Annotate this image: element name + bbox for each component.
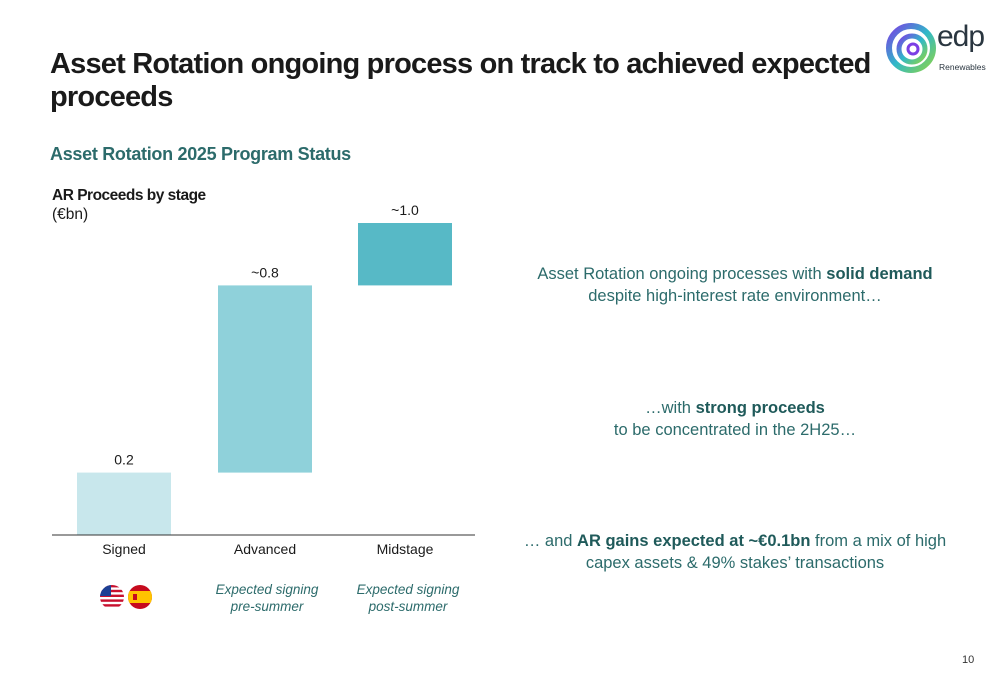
spain-flag-icon — [128, 585, 152, 609]
bar-signed — [77, 472, 171, 535]
logo-wordmark: edp — [937, 20, 985, 53]
data-label-signed: 0.2 — [114, 452, 134, 468]
chart-unit: (€bn) — [52, 206, 89, 223]
us-flag-icon — [100, 585, 124, 609]
category-label-midstage: Midstage — [377, 541, 434, 557]
edp-logo: edp Renewables — [885, 18, 986, 80]
chart-title: AR Proceeds by stage — [52, 187, 206, 204]
bar-chart: 0.2 Signed ~0.8 Advanced ~1.0 Midstage — [52, 202, 475, 557]
flag-spain — [128, 585, 152, 609]
message-solid-demand: Asset Rotation ongoing processes with so… — [537, 265, 933, 305]
page-title: Asset Rotation ongoing process on track … — [50, 48, 871, 113]
logo-subtext: Renewables — [939, 62, 986, 72]
category-label-advanced: Advanced — [234, 541, 296, 557]
message-strong-proceeds: …with strong proceeds to be concentrated… — [613, 399, 857, 439]
flag-us — [100, 585, 124, 609]
edp-swirl-icon — [886, 23, 936, 73]
category-label-signed: Signed — [102, 541, 146, 557]
advanced-note: Expected signing pre-summer — [215, 582, 319, 614]
bar-midstage — [358, 223, 452, 286]
page-number: 10 — [962, 654, 975, 666]
bar-advanced — [218, 285, 312, 473]
data-label-advanced: ~0.8 — [251, 264, 279, 280]
midstage-note: Expected signing post-summer — [356, 582, 460, 614]
section-subtitle: Asset Rotation 2025 Program Status — [50, 144, 351, 164]
data-label-midstage: ~1.0 — [391, 202, 419, 218]
message-ar-gains: … and AR gains expected at ~€0.1bn from … — [523, 532, 947, 572]
